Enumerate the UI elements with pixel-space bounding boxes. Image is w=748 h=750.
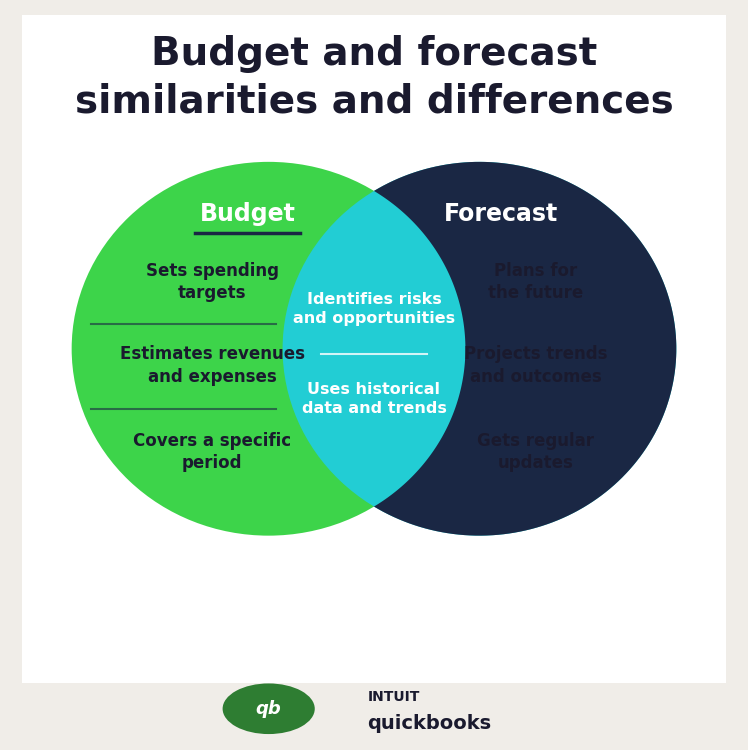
Circle shape (72, 162, 465, 536)
Text: Covers a specific
period: Covers a specific period (133, 432, 291, 472)
Text: Uses historical
data and trends: Uses historical data and trends (301, 382, 447, 416)
Text: Gets regular
updates: Gets regular updates (477, 432, 594, 472)
Text: Budget and forecast
similarities and differences: Budget and forecast similarities and dif… (75, 35, 673, 120)
Text: Budget: Budget (200, 202, 295, 226)
Text: qb: qb (256, 700, 281, 718)
Text: INTUIT: INTUIT (367, 689, 420, 703)
Ellipse shape (223, 683, 315, 734)
FancyBboxPatch shape (8, 2, 740, 696)
Text: Sets spending
targets: Sets spending targets (146, 262, 279, 302)
Text: Identifies risks
and opportunities: Identifies risks and opportunities (293, 292, 455, 326)
Text: Estimates revenues
and expenses: Estimates revenues and expenses (120, 345, 304, 386)
Text: Plans for
the future: Plans for the future (488, 262, 583, 302)
Text: Projects trends
and outcomes: Projects trends and outcomes (464, 345, 607, 386)
Text: quickbooks: quickbooks (367, 714, 491, 733)
Circle shape (283, 162, 676, 536)
Text: Forecast: Forecast (444, 202, 558, 226)
Polygon shape (374, 162, 676, 536)
